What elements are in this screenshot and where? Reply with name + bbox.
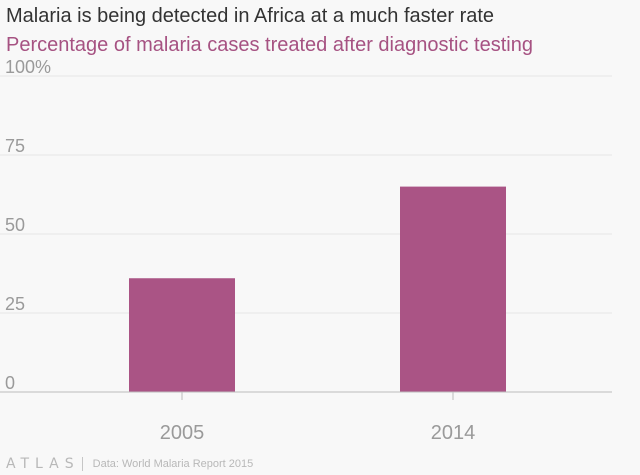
- chart-subtitle: Percentage of malaria cases treated afte…: [6, 34, 533, 56]
- y-tick-label: 25: [5, 294, 25, 314]
- atlas-logo: ATLAS: [6, 456, 80, 472]
- footer-divider: [81, 457, 83, 471]
- x-tick-label: 2005: [160, 422, 205, 444]
- y-tick-label: 0: [5, 373, 15, 393]
- x-tick-label: 2014: [431, 422, 476, 444]
- y-tick-label: 50: [5, 215, 25, 235]
- bar: [129, 278, 235, 392]
- y-tick-label: 75: [5, 136, 25, 156]
- y-tick-label: 100%: [5, 57, 51, 77]
- chart-title: Malaria is being detected in Africa at a…: [6, 5, 495, 27]
- footer: ATLAS Data: World Malaria Report 2015: [6, 454, 253, 474]
- bar: [400, 186, 506, 392]
- source-note: Data: World Malaria Report 2015: [92, 458, 254, 470]
